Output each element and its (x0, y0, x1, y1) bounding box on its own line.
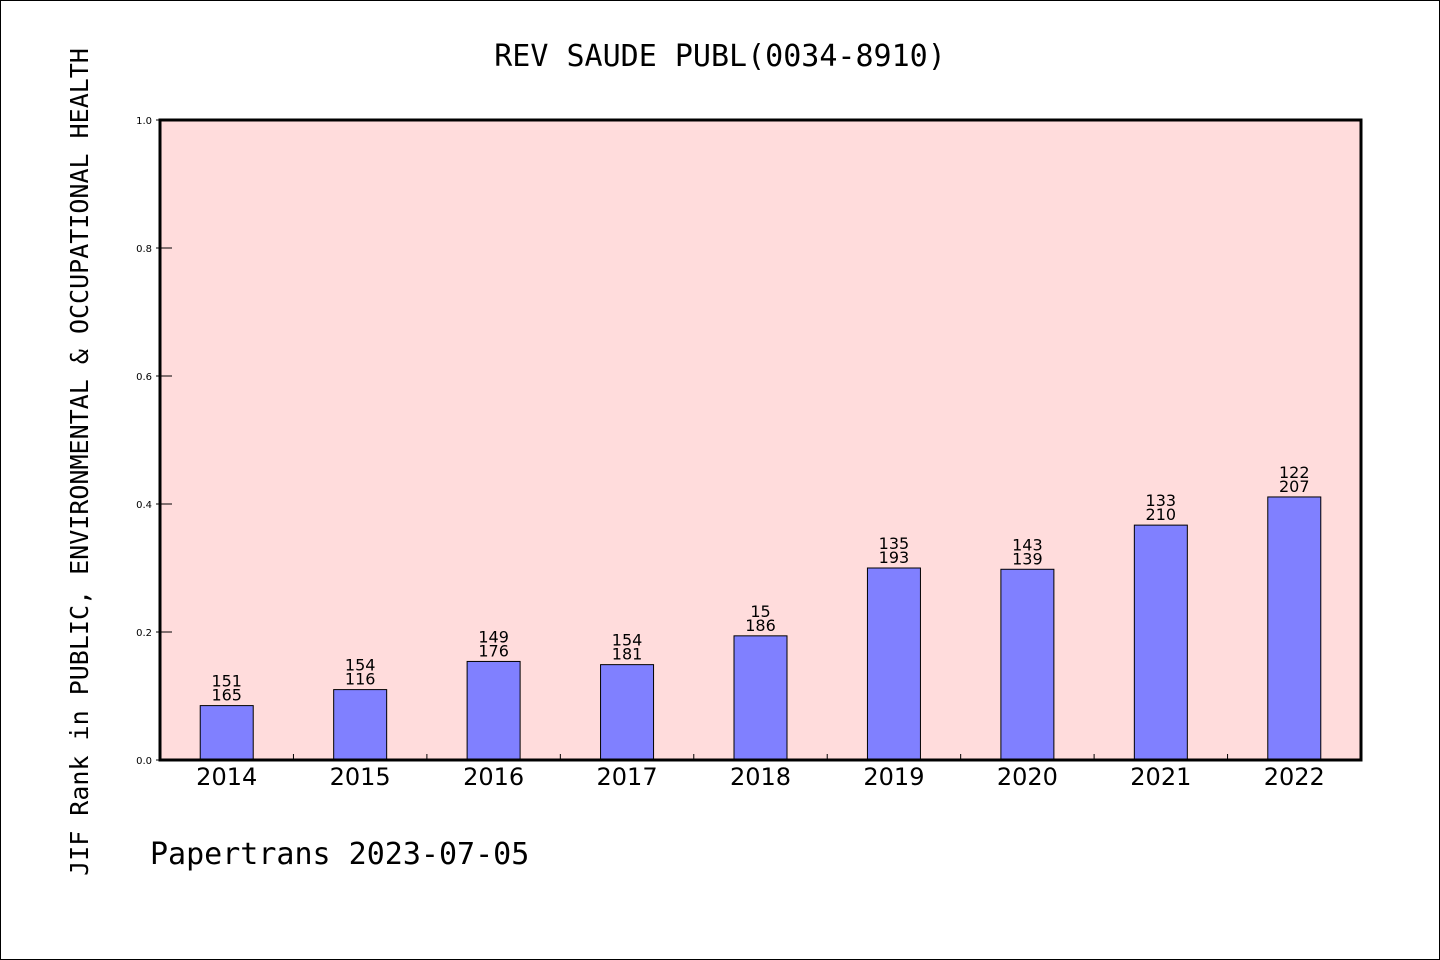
bar-label-bottom-2019: 193 (879, 548, 910, 567)
bar-label-top-2015: 154 (345, 656, 376, 675)
x-axis: 2014 2015 2016 2017 2018 2019 2020 2021 2022 (196, 754, 1325, 791)
bar-label-bottom-2014: 165 (211, 686, 242, 705)
bar-label-top-2014: 151 (211, 672, 242, 691)
y-tick-label-5: 1.0 (136, 116, 152, 127)
bar-2019 (866, 567, 921, 761)
bar-2021 (1133, 524, 1188, 761)
x-tick-label-2018: 2018 (730, 763, 791, 791)
bar-label-top-2022: 122 (1279, 463, 1310, 482)
bar-2020 (1000, 568, 1055, 761)
x-tick-label-2022: 2022 (1264, 763, 1325, 791)
footer-credit: Papertrans 2023-07-05 (150, 837, 529, 872)
plot-border (158, 118, 1363, 762)
bar-label-top-2021: 133 (1146, 491, 1177, 510)
bar-label-bottom-2016: 176 (478, 641, 509, 660)
y-tick-label-1: 0.2 (136, 628, 152, 639)
x-tick-label-2019: 2019 (863, 763, 924, 791)
bar-label-top-2016: 149 (478, 627, 509, 646)
y-tick-label-2: 0.4 (136, 500, 152, 511)
x-tick-label-2021: 2021 (1130, 763, 1191, 791)
bar-2016 (466, 660, 521, 761)
bar-label-top-2019: 135 (879, 534, 910, 553)
bar-label-bottom-2020: 139 (1012, 549, 1043, 568)
x-tick-label-2020: 2020 (997, 763, 1058, 791)
x-tick-label-2015: 2015 (330, 763, 391, 791)
bar-label-bottom-2021: 210 (1146, 505, 1177, 524)
bar-label-bottom-2017: 181 (612, 645, 643, 664)
bar-2014 (199, 705, 254, 761)
y-tick-label-3: 0.6 (136, 372, 152, 383)
x-tick-label-2016: 2016 (463, 763, 524, 791)
bar-label-bottom-2018: 186 (745, 616, 776, 635)
bar-label-bottom-2015: 116 (345, 670, 376, 689)
chart-title: REV SAUDE PUBL(0034-8910) (494, 39, 946, 74)
bar-label-top-2017: 154 (612, 631, 643, 650)
y-tick-label-4: 0.8 (136, 244, 152, 255)
bar-2022 (1267, 496, 1322, 761)
bar-2017 (600, 664, 655, 761)
y-tick-label-0: 0.0 (136, 756, 152, 767)
bar-label-top-2020: 143 (1012, 535, 1043, 554)
bars-group: 1511651541161491761541811518613519314313… (199, 463, 1322, 761)
bar-label-top-2018: 15 (750, 602, 770, 621)
y-axis-label: JIF Rank in PUBLIC, ENVIRONMENTAL & OCCU… (65, 48, 94, 876)
x-tick-label-2017: 2017 (597, 763, 658, 791)
bar-2018 (733, 635, 788, 761)
x-tick-label-2014: 2014 (196, 763, 257, 791)
bar-label-bottom-2022: 207 (1279, 477, 1310, 496)
bar-2015 (333, 689, 388, 761)
